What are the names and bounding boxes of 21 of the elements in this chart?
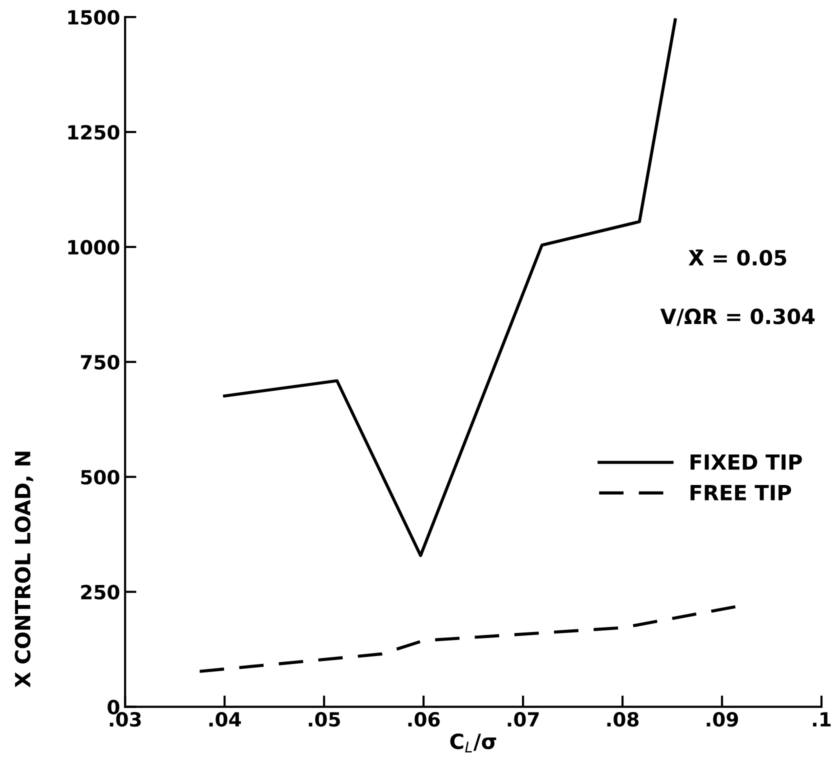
annotation: X̄ = 0.05 [688,250,786,266]
y-tick-label: 1000 [68,240,120,255]
x-tick-label: .09 [706,712,738,727]
x-tick-label: .03 [110,712,141,727]
y-tick-label: 1250 [68,124,120,140]
legend-label: FREE TIP [690,485,792,500]
legend-label: FIXED TIP [690,454,802,470]
y-tick-label: 1500 [68,10,120,25]
y-tick-label: 0 [108,700,120,714]
x-tick-label: .07 [508,712,539,727]
x-tick-label: .05 [308,712,340,727]
x-tick-label: .08 [607,712,639,727]
x-tick-label: .06 [408,712,440,727]
x-tick-label: .04 [209,712,241,727]
annotation: V/ΩR = 0.304 [660,308,815,326]
y-tick-label: 500 [81,470,120,485]
y-axis-title: X CONTROL LOAD, N [14,452,34,688]
x-axis-title: C$_{L}$/σ [450,733,496,752]
x-tick-label: .1 [813,712,831,726]
y-tick-label: 250 [81,584,120,600]
y-tick-label: 750 [80,354,120,370]
